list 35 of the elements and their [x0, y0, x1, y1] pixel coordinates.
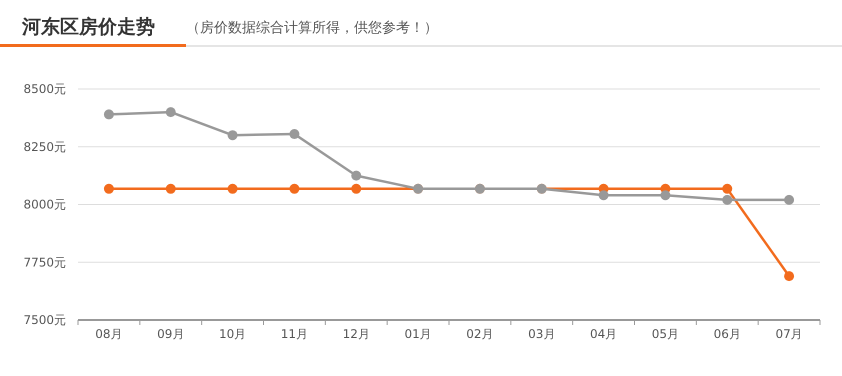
x-tick-label: 08月 [95, 327, 123, 341]
point [722, 184, 732, 194]
y-tick-label: 8500元 [23, 82, 66, 96]
x-tick-label: 12月 [342, 327, 370, 341]
point [289, 129, 300, 140]
point [104, 184, 114, 194]
point [784, 271, 794, 282]
point [166, 184, 176, 194]
point [289, 184, 300, 194]
point [228, 184, 238, 194]
x-tick-label: 11月 [280, 327, 308, 341]
point [351, 184, 362, 194]
point [722, 194, 732, 205]
point [228, 130, 238, 140]
y-tick-label: 7500元 [23, 313, 66, 327]
title: 河东区房价走势 [22, 16, 155, 38]
point [104, 109, 114, 120]
subtitle: （房价数据综合计算所得，供您参考！） [186, 20, 438, 36]
x-tick-label: 02月 [466, 327, 494, 341]
point [598, 190, 609, 200]
y-tick-label: 8250元 [23, 140, 66, 154]
x-tick-label: 05月 [652, 327, 680, 341]
point [351, 170, 362, 181]
point [784, 194, 794, 205]
x-tick-label: 07月 [775, 327, 803, 341]
x-tick-label: 06月 [714, 327, 741, 341]
x-tick-label: 01月 [404, 327, 432, 341]
y-tick-label: 8000元 [23, 198, 66, 212]
x-tick-label: 09月 [157, 327, 184, 341]
point [166, 107, 176, 118]
point [660, 190, 670, 200]
y-tick-label: 7750元 [23, 255, 66, 270]
x-tick-label: 03月 [528, 327, 556, 341]
x-tick-label: 10月 [218, 327, 246, 341]
x-tick-label: 04月 [590, 327, 618, 341]
